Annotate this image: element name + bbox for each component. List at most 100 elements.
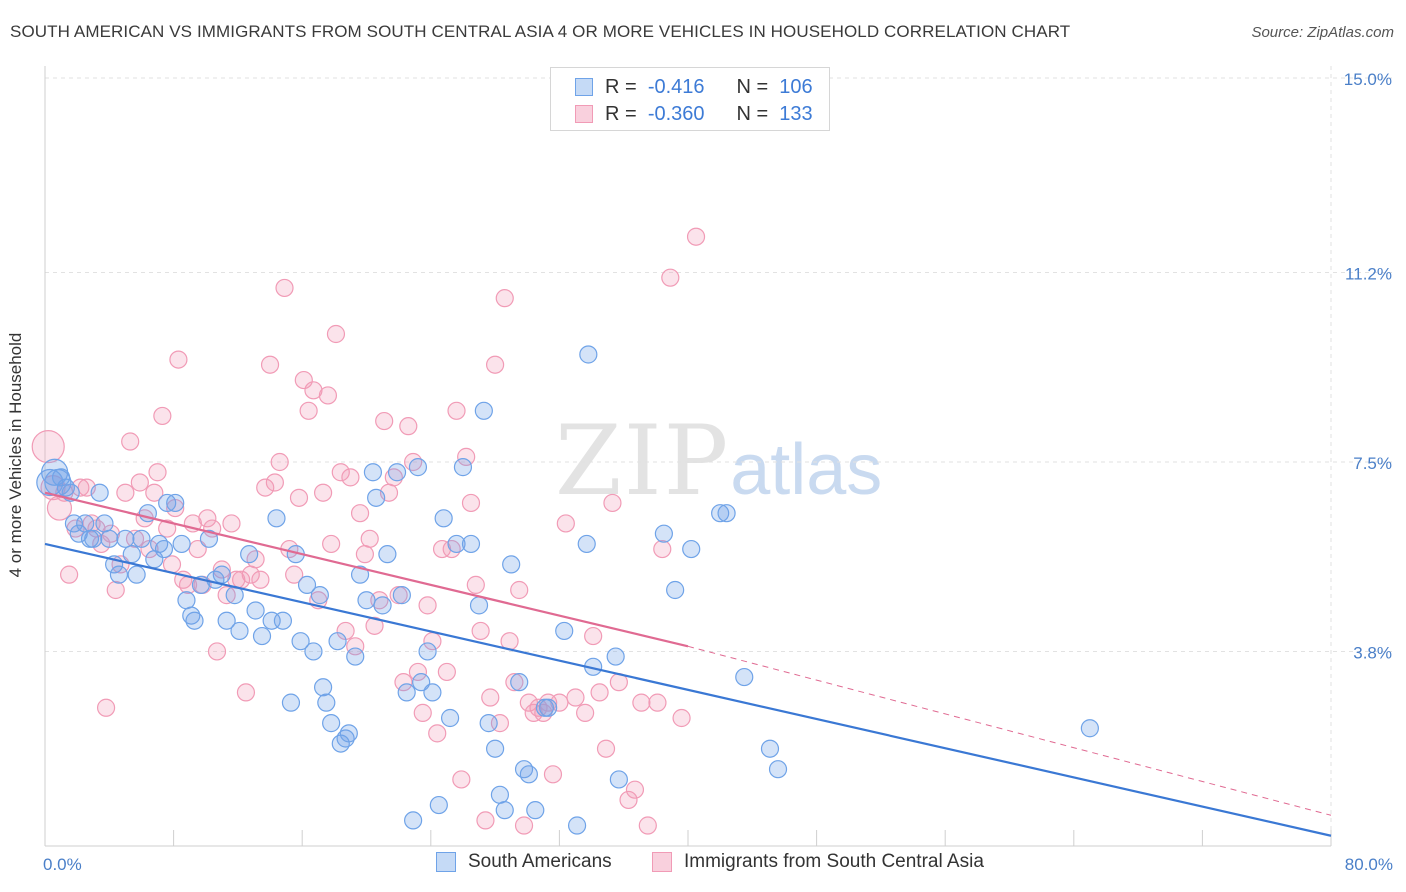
- legend-n-value: 106: [779, 75, 813, 98]
- point-immigrants: [346, 637, 365, 656]
- point-south-americans: [440, 708, 460, 728]
- point-south-americans: [297, 575, 317, 594]
- axes: [44, 66, 1332, 847]
- point-south-americans: [609, 770, 628, 789]
- legend-swatch-pink: [575, 105, 593, 123]
- watermark: ZIPatlas: [555, 405, 882, 517]
- series-swatch-pink: [652, 852, 672, 872]
- point-south-americans: [555, 621, 574, 641]
- point-south-americans: [474, 401, 493, 420]
- point-immigrants: [529, 698, 548, 717]
- point-immigrants: [236, 683, 256, 702]
- point-immigrants: [82, 514, 101, 533]
- point-south-americans: [429, 795, 448, 815]
- point-south-americans: [387, 463, 407, 482]
- legend-n-label: N =: [736, 75, 769, 98]
- point-immigrants: [556, 514, 575, 533]
- point-south-americans: [322, 714, 341, 733]
- point-immigrants: [457, 447, 476, 466]
- point-immigrants: [31, 430, 65, 464]
- point-south-americans: [339, 724, 358, 743]
- point-immigrants: [341, 468, 360, 487]
- point-south-americans: [579, 345, 598, 364]
- point-immigrants: [260, 355, 280, 374]
- point-south-americans: [404, 811, 423, 830]
- grid-lines: [45, 66, 1392, 846]
- point-immigrants: [384, 468, 403, 487]
- point-immigrants: [481, 688, 500, 707]
- point-south-americans: [95, 514, 114, 533]
- point-south-americans: [246, 601, 265, 620]
- point-immigrants: [672, 708, 691, 728]
- point-immigrants: [207, 642, 227, 661]
- point-south-americans: [453, 458, 473, 477]
- point-immigrants: [106, 580, 125, 600]
- point-immigrants: [360, 529, 379, 548]
- point-south-americans: [313, 678, 333, 697]
- point-immigrants: [661, 268, 680, 287]
- point-immigrants: [576, 703, 595, 722]
- point-immigrants: [653, 539, 672, 559]
- point-south-americans: [654, 524, 673, 543]
- point-south-americans: [514, 760, 534, 779]
- point-south-americans: [310, 586, 329, 605]
- series-name: South Americans: [468, 851, 612, 872]
- point-south-americans: [172, 534, 191, 554]
- point-immigrants: [524, 703, 543, 722]
- point-immigrants: [275, 278, 294, 298]
- point-immigrants: [60, 565, 79, 584]
- point-immigrants: [584, 626, 603, 646]
- point-south-americans: [666, 580, 685, 600]
- point-south-americans: [132, 529, 151, 548]
- x-tick-label: 0.0%: [43, 855, 82, 874]
- point-south-americans: [357, 591, 376, 610]
- points-south-americans: [36, 345, 1099, 835]
- point-south-americans: [373, 596, 392, 615]
- point-immigrants: [188, 539, 207, 559]
- source-label: Source: ZipAtlas.com: [1251, 24, 1394, 41]
- point-south-americans: [217, 611, 236, 630]
- point-south-americans: [412, 673, 431, 692]
- point-immigrants: [543, 765, 563, 784]
- watermark-zip: ZIP: [555, 405, 731, 517]
- point-immigrants: [289, 488, 309, 507]
- point-south-americans: [76, 514, 95, 533]
- y-tick-label: 15.0%: [1344, 70, 1392, 89]
- point-south-americans: [230, 621, 249, 641]
- point-south-americans: [434, 509, 453, 528]
- point-south-americans: [490, 785, 510, 804]
- point-immigrants: [461, 493, 481, 513]
- legend-r-value: -0.416: [647, 75, 705, 98]
- point-immigrants: [365, 616, 384, 635]
- series-legend: South Americans Immigrants from South Ce…: [0, 851, 1406, 877]
- trend-line-south-americans: [44, 542, 1332, 837]
- point-immigrants: [418, 596, 437, 615]
- point-immigrants: [318, 386, 338, 405]
- point-immigrants: [638, 816, 657, 835]
- point-south-americans: [185, 611, 204, 630]
- point-south-americans: [90, 483, 109, 502]
- point-immigrants: [251, 570, 270, 589]
- point-south-americans: [1080, 719, 1099, 738]
- point-immigrants: [116, 483, 135, 502]
- point-immigrants: [96, 698, 116, 717]
- point-south-americans: [461, 534, 481, 554]
- series-legend-immigrants: Immigrants from South Central Asia: [652, 851, 984, 873]
- point-south-americans: [539, 698, 558, 717]
- point-south-americans: [116, 529, 135, 548]
- point-south-americans: [154, 539, 174, 559]
- point-south-americans: [240, 545, 259, 564]
- y-tick-label: 7.5%: [1353, 454, 1392, 473]
- point-south-americans: [212, 565, 231, 584]
- point-south-americans: [418, 642, 437, 661]
- series-name: Immigrants from South Central Asia: [684, 851, 984, 872]
- point-immigrants: [394, 673, 413, 692]
- y-axis-label: 4 or more Vehicles in Household: [6, 332, 25, 578]
- legend-swatch-blue: [575, 78, 593, 96]
- point-immigrants: [619, 790, 638, 810]
- point-immigrants: [256, 478, 275, 497]
- point-south-americans: [350, 565, 370, 584]
- point-south-americans: [346, 647, 365, 666]
- point-immigrants: [153, 406, 172, 426]
